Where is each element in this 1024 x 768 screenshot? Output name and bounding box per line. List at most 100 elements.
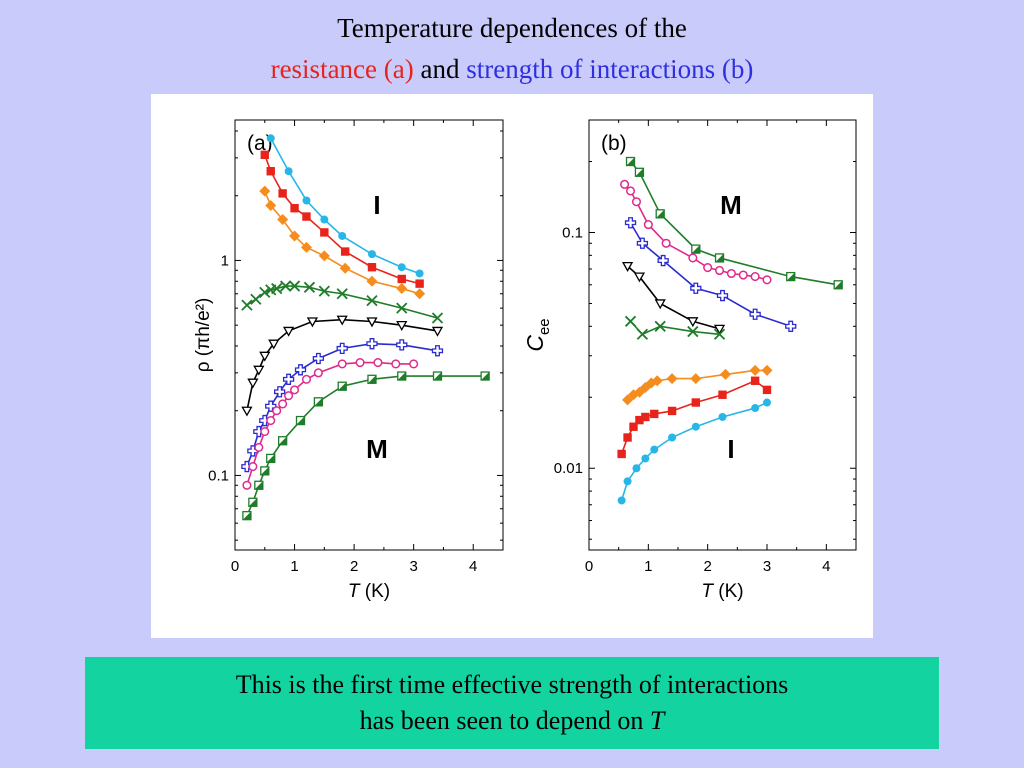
data-point bbox=[690, 282, 702, 294]
data-point bbox=[302, 196, 311, 205]
panel-label: (a) bbox=[247, 132, 273, 155]
data-point bbox=[643, 220, 653, 230]
data-point bbox=[279, 280, 292, 292]
data-point bbox=[274, 386, 286, 398]
conclusion-variable: T bbox=[649, 706, 665, 735]
data-point bbox=[633, 386, 645, 398]
data-point bbox=[633, 272, 646, 283]
data-point bbox=[719, 368, 731, 380]
data-point bbox=[786, 271, 796, 282]
series-7 bbox=[617, 398, 771, 505]
data-point bbox=[749, 364, 761, 376]
data-point bbox=[338, 231, 347, 240]
data-point bbox=[337, 381, 347, 391]
y-tick-label: 0.01 bbox=[554, 460, 583, 477]
data-point bbox=[367, 263, 377, 272]
data-point bbox=[260, 427, 270, 437]
data-point bbox=[259, 185, 271, 197]
data-point bbox=[302, 212, 311, 221]
data-point bbox=[391, 359, 401, 369]
data-point bbox=[636, 328, 649, 340]
data-point bbox=[282, 373, 295, 385]
x-axis-label: T (K) bbox=[701, 581, 743, 602]
data-point bbox=[295, 415, 306, 426]
data-point bbox=[268, 339, 280, 350]
data-point bbox=[367, 250, 376, 259]
data-point bbox=[336, 342, 348, 355]
data-point bbox=[288, 280, 301, 292]
y-axis-label: ρ (πh/e²) bbox=[193, 298, 214, 373]
conclusion-line1: This is the first time effective strengt… bbox=[235, 670, 789, 699]
x-tick-label: 1 bbox=[644, 558, 652, 575]
data-point bbox=[641, 412, 650, 422]
region-label-M: M bbox=[720, 190, 742, 220]
data-point bbox=[726, 268, 736, 279]
data-point bbox=[250, 293, 262, 305]
data-point bbox=[253, 365, 265, 376]
data-point bbox=[242, 480, 252, 490]
title-and-part: and bbox=[420, 54, 460, 84]
series-7 bbox=[242, 371, 490, 521]
data-point bbox=[624, 315, 637, 327]
data-point bbox=[617, 449, 626, 459]
series-4 bbox=[624, 315, 726, 340]
x-tick-label: 0 bbox=[585, 558, 593, 575]
data-point bbox=[761, 364, 773, 376]
x-tick-label: 2 bbox=[703, 558, 711, 575]
data-point bbox=[277, 436, 288, 446]
x-tick-label: 1 bbox=[290, 558, 298, 575]
data-point bbox=[396, 302, 408, 314]
data-point bbox=[431, 345, 444, 357]
series-line bbox=[629, 222, 791, 328]
data-point bbox=[259, 351, 271, 362]
data-point bbox=[691, 398, 700, 407]
series-5 bbox=[241, 338, 444, 473]
data-point bbox=[241, 406, 253, 417]
data-point bbox=[272, 406, 282, 416]
series-1 bbox=[620, 179, 772, 285]
data-point bbox=[367, 374, 377, 384]
data-point bbox=[750, 376, 760, 385]
data-point bbox=[409, 359, 419, 369]
title-strength-part: strength of interactions (b) bbox=[466, 54, 754, 84]
y-axis-label: Cee bbox=[522, 318, 553, 351]
data-point bbox=[294, 364, 307, 376]
x-tick-label: 0 bbox=[231, 558, 239, 575]
series-0 bbox=[625, 156, 843, 290]
series-2 bbox=[624, 217, 797, 332]
series-2 bbox=[259, 185, 426, 300]
data-point bbox=[396, 321, 408, 331]
data-point bbox=[320, 228, 329, 237]
data-point bbox=[634, 167, 645, 177]
data-point bbox=[313, 368, 323, 378]
data-point bbox=[339, 262, 351, 274]
data-point bbox=[636, 237, 649, 249]
data-point bbox=[397, 263, 406, 272]
data-point bbox=[666, 373, 678, 385]
data-point bbox=[306, 317, 319, 328]
data-point bbox=[397, 371, 407, 381]
data-point bbox=[629, 422, 638, 431]
y-tick-label: 0.1 bbox=[208, 467, 229, 484]
data-point bbox=[278, 399, 288, 409]
data-point bbox=[621, 261, 634, 272]
data-point bbox=[366, 317, 378, 328]
data-point bbox=[340, 247, 350, 256]
data-point bbox=[318, 250, 330, 262]
data-point bbox=[661, 238, 671, 248]
data-point bbox=[749, 308, 761, 320]
data-point bbox=[366, 275, 378, 287]
data-point bbox=[738, 270, 748, 280]
data-point bbox=[265, 200, 277, 212]
data-point bbox=[247, 378, 259, 389]
data-point bbox=[266, 134, 275, 143]
data-point bbox=[785, 320, 797, 332]
data-point bbox=[635, 415, 644, 425]
data-point bbox=[622, 394, 634, 406]
data-point bbox=[716, 289, 729, 302]
series-line bbox=[270, 137, 420, 275]
panel-label: (b) bbox=[601, 132, 627, 155]
data-point bbox=[691, 422, 700, 431]
data-point bbox=[396, 339, 408, 351]
data-point bbox=[278, 189, 287, 198]
